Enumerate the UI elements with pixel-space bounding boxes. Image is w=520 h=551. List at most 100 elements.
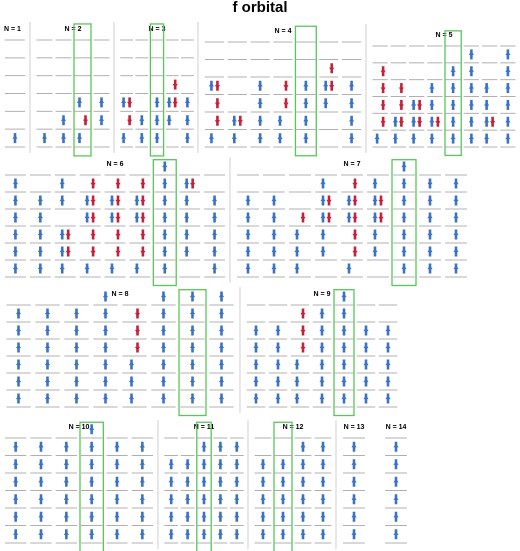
panel-label: N = 6 (107, 161, 124, 168)
spin-up-arrow-head (211, 248, 218, 253)
spin-up-arrow-head (162, 163, 168, 168)
spin-up-arrow-head (280, 478, 286, 483)
spin-down-arrow-head (380, 87, 386, 92)
spin-down-arrow-head (380, 70, 386, 75)
configuration-column (179, 174, 201, 278)
spin-up-arrow-head (468, 68, 474, 72)
spin-up-arrow-head (217, 461, 223, 465)
spin-up-arrow-head (401, 214, 407, 219)
spin-up-arrow-head (217, 513, 223, 518)
spin-up-arrow-head (401, 197, 407, 202)
configuration-column (35, 304, 60, 408)
spin-down-arrow-head (417, 121, 423, 125)
spin-down-arrow-head (82, 119, 89, 124)
spin-up-arrow-head (257, 135, 263, 139)
spin-up-arrow-head (154, 99, 160, 104)
configuration-column (64, 304, 89, 408)
configuration-column (150, 39, 164, 148)
spin-down-arrow-head (140, 216, 146, 221)
spin-up-arrow-head (468, 51, 474, 56)
spin-up-arrow-head (484, 118, 490, 123)
configuration-column (250, 41, 270, 148)
spin-up-arrow-head (38, 461, 44, 465)
spin-up-arrow-head (44, 361, 51, 366)
spin-up-arrow-head (73, 361, 80, 366)
spin-down-arrow-head (172, 101, 178, 106)
spin-up-arrow-head (218, 310, 225, 315)
configuration-column (4, 174, 26, 278)
spin-down-arrow-head (134, 312, 141, 317)
spin-up-arrow-head (211, 265, 218, 270)
spin-up-arrow-head (201, 443, 207, 448)
spin-up-arrow-head (319, 327, 325, 332)
spin-up-arrow-head (303, 100, 309, 104)
spin-up-arrow-head (385, 327, 391, 332)
spin-down-arrow-head (352, 233, 358, 238)
spin-up-arrow-head (162, 180, 168, 185)
spin-up-arrow-head (166, 99, 172, 104)
spin-up-arrow-head (109, 197, 115, 202)
spin-down-arrow-head (134, 329, 141, 334)
panel-label: N = 1 (4, 26, 21, 33)
spin-up-arrow-head (320, 180, 326, 185)
spin-up-arrow-head (505, 135, 511, 140)
spin-up-arrow-head (320, 496, 326, 500)
spin-up-arrow-head (341, 361, 347, 366)
spin-up-arrow-head (245, 197, 251, 202)
configuration-column (289, 174, 311, 278)
spin-up-arrow-head (37, 248, 43, 253)
spin-up-arrow-head (168, 461, 174, 465)
spin-up-arrow-head (341, 310, 347, 315)
spin-up-arrow-head (453, 248, 459, 253)
spin-up-arrow-head (218, 361, 225, 366)
spin-up-arrow-head (320, 478, 326, 483)
spin-up-arrow-head (260, 496, 266, 500)
spin-up-arrow-head (102, 293, 109, 298)
spin-up-arrow-head (351, 443, 357, 448)
spin-up-arrow-head (44, 310, 51, 315)
spin-up-arrow-head (245, 265, 251, 270)
spin-up-arrow-head (44, 327, 51, 332)
spin-up-arrow-head (374, 135, 380, 140)
spin-up-arrow-head (139, 461, 145, 465)
configuration-column (419, 174, 441, 278)
configuration-column (36, 39, 53, 148)
spin-up-arrow-head (453, 180, 459, 185)
spin-down-arrow-head (90, 182, 96, 187)
spin-up-arrow-head (217, 478, 223, 483)
spin-up-arrow-head (89, 443, 95, 448)
configuration-column (204, 174, 226, 278)
configuration-column (4, 39, 26, 148)
configuration-column (343, 437, 365, 544)
spin-up-arrow-head (139, 478, 145, 483)
panel-label: N = 3 (149, 26, 166, 33)
spin-down-arrow-head (115, 216, 121, 221)
configuration-column (246, 304, 266, 408)
spin-up-arrow-head (429, 84, 435, 89)
spin-up-arrow-head (245, 231, 251, 236)
spin-up-arrow-head (393, 513, 399, 518)
configuration-column (315, 174, 337, 278)
spin-up-arrow-head (372, 180, 378, 185)
spin-up-arrow-head (201, 531, 207, 535)
configuration-column (197, 437, 211, 544)
spin-up-arrow-head (320, 214, 326, 219)
configuration-column (445, 174, 467, 278)
spin-down-arrow-head (90, 250, 96, 255)
spin-up-arrow-head (450, 68, 456, 72)
spin-up-arrow-head (15, 327, 22, 332)
panel-13: N = 13 (343, 424, 365, 544)
spin-up-arrow-head (102, 327, 109, 332)
spin-up-arrow-head (505, 101, 511, 106)
spin-up-arrow-head (277, 117, 283, 122)
spin-up-arrow-head (320, 248, 326, 253)
spin-up-arrow-head (450, 118, 456, 123)
spin-up-arrow-head (37, 197, 43, 202)
spin-up-arrow-head (257, 100, 263, 104)
spin-up-arrow-head (231, 135, 237, 139)
spin-up-arrow-head (73, 344, 80, 349)
configuration-column (104, 174, 126, 278)
spin-up-arrow-head (294, 361, 300, 366)
spin-down-arrow-head (300, 312, 306, 317)
spin-up-arrow-head (160, 293, 167, 298)
